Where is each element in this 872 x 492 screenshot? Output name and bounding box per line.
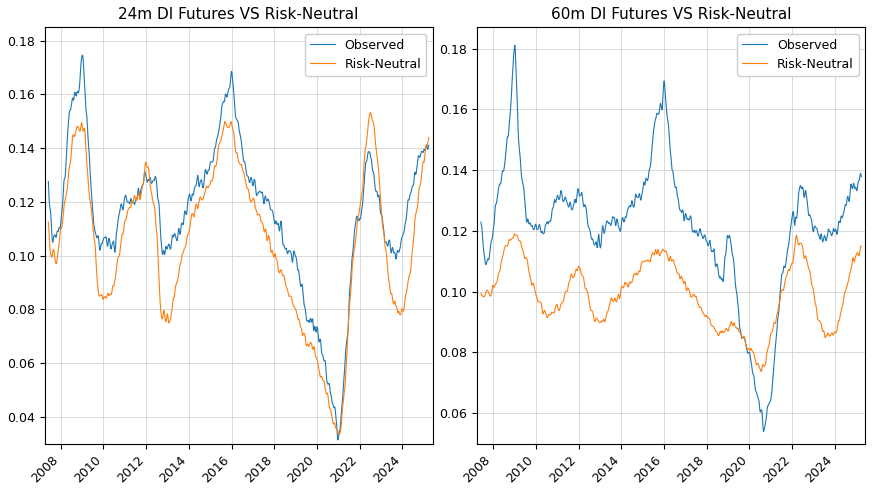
- Line: Risk-Neutral: Risk-Neutral: [480, 234, 862, 371]
- Line: Observed: Observed: [48, 55, 429, 440]
- Title: 24m DI Futures VS Risk-Neutral: 24m DI Futures VS Risk-Neutral: [119, 7, 358, 22]
- Title: 60m DI Futures VS Risk-Neutral: 60m DI Futures VS Risk-Neutral: [551, 7, 792, 22]
- Legend: Observed, Risk-Neutral: Observed, Risk-Neutral: [737, 33, 859, 76]
- Legend: Observed, Risk-Neutral: Observed, Risk-Neutral: [304, 33, 426, 76]
- Line: Observed: Observed: [480, 45, 862, 431]
- Line: Risk-Neutral: Risk-Neutral: [48, 113, 429, 435]
